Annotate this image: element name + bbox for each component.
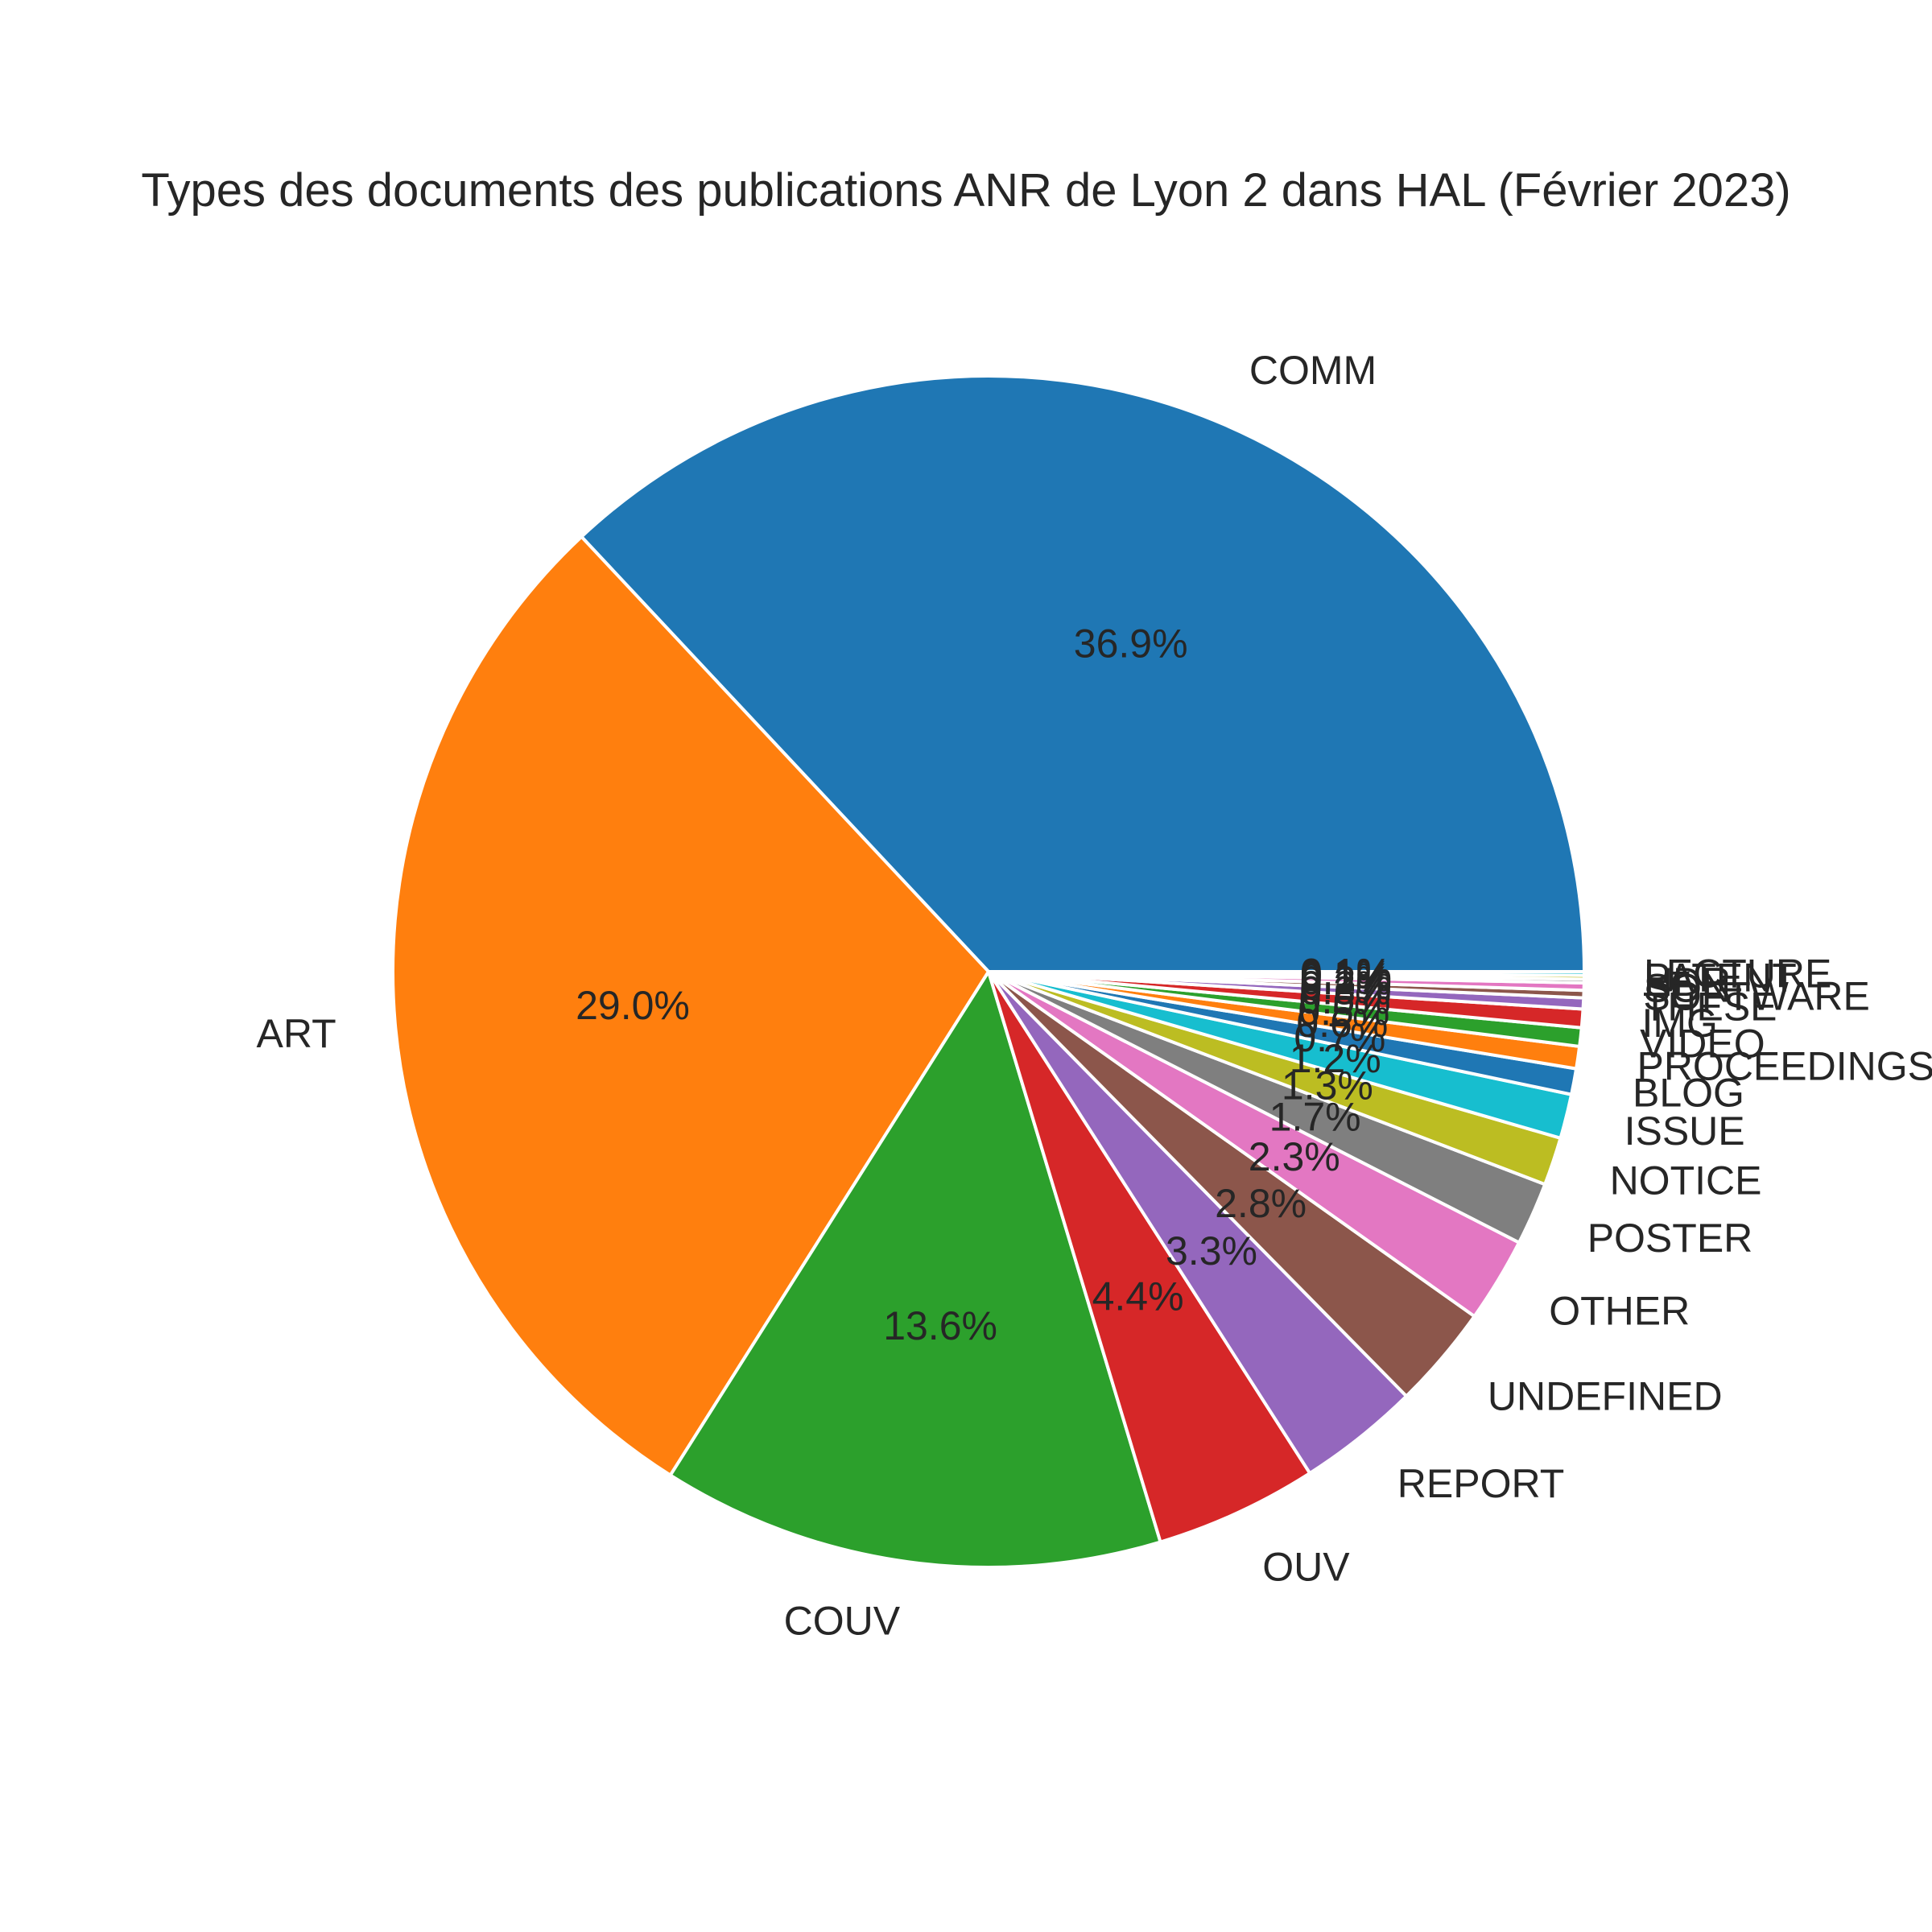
slice-label-notice: NOTICE xyxy=(1610,1158,1762,1203)
slice-percent-patent: 0.1% xyxy=(1300,952,1392,997)
slice-label-proceedings: PROCEEDINGS xyxy=(1637,1043,1932,1088)
slice-percent-video: 0.5% xyxy=(1298,989,1389,1034)
slice-percent-art: 29.0% xyxy=(576,983,690,1028)
labels-layer: COMM 36.9% ART 29.0% COUV 13.6% OUV 4.4% REPORT 3… xyxy=(257,348,1932,1643)
slices-layer xyxy=(391,374,1587,1569)
slice-percent-notice: 1.3% xyxy=(1282,1063,1373,1108)
slice-label-couv: COUV xyxy=(784,1599,901,1644)
slice-percent-software: 0.2% xyxy=(1300,963,1392,1008)
slice-percent-hdr: 0.1% xyxy=(1300,955,1392,1000)
slice-percent-blog: 0.7% xyxy=(1294,1015,1385,1060)
slice-percent-report: 3.3% xyxy=(1166,1228,1257,1274)
pie-slice-ouv xyxy=(987,970,1312,1544)
slice-label-patent: PATENT xyxy=(1644,956,1797,1001)
slice-label-lecture: LECTURE xyxy=(1644,952,1831,997)
slice-label-son: SON xyxy=(1644,965,1731,1010)
pie-slice-lecture xyxy=(987,970,1587,977)
pie-slice-couv xyxy=(668,970,1162,1569)
slice-label-img: IMG xyxy=(1641,1001,1717,1046)
slice-percent-son: 0.2% xyxy=(1300,958,1392,1003)
slice-label-blog: BLOG xyxy=(1633,1070,1744,1115)
slice-label-software: SOFTWARE xyxy=(1643,974,1869,1019)
slice-label-art: ART xyxy=(257,1011,336,1056)
chart-title: Types des documents des publications ANR… xyxy=(141,164,1790,217)
slice-label-poster: POSTER xyxy=(1587,1216,1753,1261)
slice-label-ouv: OUV xyxy=(1262,1544,1350,1589)
slice-label-issue: ISSUE xyxy=(1624,1108,1745,1154)
slice-percent-comm: 36.9% xyxy=(1074,621,1188,667)
slice-percent-img: 0.5% xyxy=(1299,977,1391,1022)
slice-percent-issue: 1.2% xyxy=(1290,1036,1381,1081)
slice-percent-proceedings: 0.6% xyxy=(1296,1001,1388,1046)
pie-slice-comm xyxy=(580,374,1586,973)
slice-label-other: OTHER xyxy=(1549,1289,1690,1334)
slice-percent-couv: 13.6% xyxy=(883,1303,997,1348)
slice-label-report: REPORT xyxy=(1397,1461,1564,1506)
slice-percent-ouv: 4.4% xyxy=(1092,1274,1184,1319)
slice-percent-undefined: 2.8% xyxy=(1215,1181,1307,1226)
slice-label-comm: COMM xyxy=(1249,348,1377,393)
pie-slice-art xyxy=(391,535,990,1477)
slice-label-video: VIDEO xyxy=(1640,1022,1765,1067)
slice-percent-lecture: 0.1% xyxy=(1300,950,1392,995)
slice-percent-other: 2.3% xyxy=(1249,1134,1340,1179)
slice-percent-poster: 1.7% xyxy=(1269,1095,1361,1140)
slice-percent-these: 0.3% xyxy=(1299,968,1391,1013)
slice-label-hdr: HDR xyxy=(1644,960,1731,1005)
slice-label-undefined: UNDEFINED xyxy=(1488,1374,1723,1419)
slice-label-these: THESE xyxy=(1643,985,1777,1030)
